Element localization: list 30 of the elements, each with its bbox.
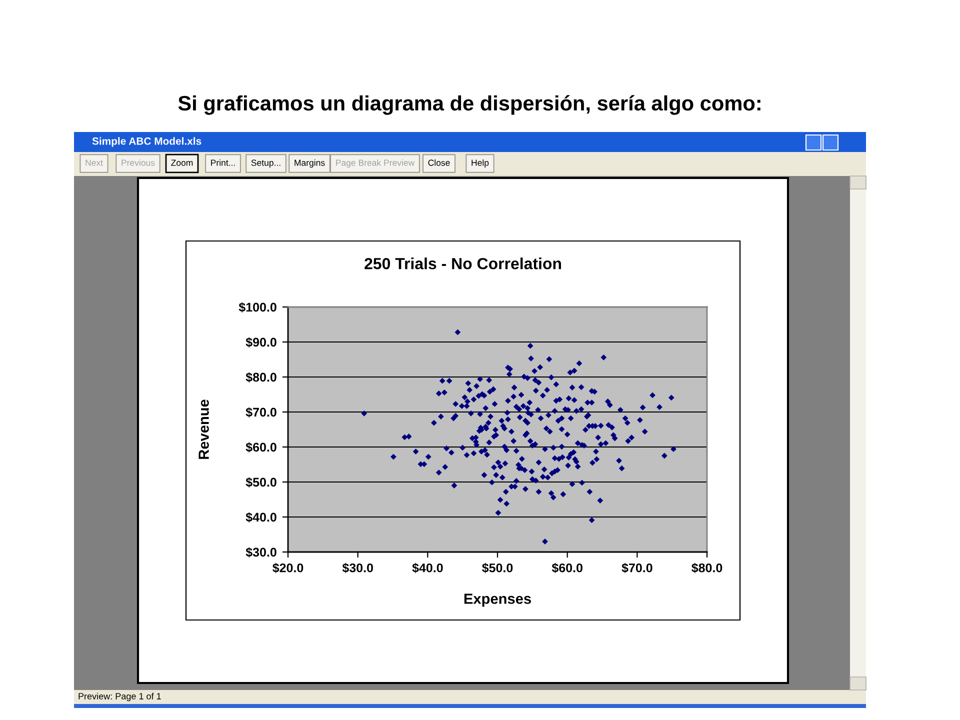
text: Print... — [211, 159, 235, 166]
x-tick-label: $80.0 — [692, 562, 722, 574]
chart-title: Si graficamos un diagrama de dispersión, sería algo como: — [178, 95, 760, 115]
x-axis-title: Expenses — [464, 594, 531, 607]
text: Next — [86, 160, 103, 166]
x-tick-label: $30.0 — [342, 562, 373, 574]
text: Zoom — [171, 160, 193, 166]
x-tick-label: $50.0 — [482, 562, 513, 574]
text: Previous — [122, 159, 155, 166]
x-tick-label: $70.0 — [622, 562, 652, 574]
y-axis-title: Revenue — [198, 400, 209, 459]
text: Close — [428, 159, 450, 166]
x-tick-label: $40.0 — [412, 562, 443, 574]
y-tick-label: $50.0 — [246, 477, 276, 488]
text: Help — [472, 159, 489, 168]
y-tick-label: $80.0 — [246, 372, 276, 382]
text: Margins — [294, 159, 325, 168]
y-tick-label: $30.0 — [246, 547, 276, 558]
text: Page Break Preview — [336, 159, 415, 168]
y-tick-label: $100.0 — [238, 302, 276, 312]
text: Setup... — [251, 160, 280, 168]
y-tick-label: $70.0 — [246, 407, 276, 418]
x-tick-label: $60.0 — [552, 562, 582, 574]
y-tick-label: $90.0 — [246, 337, 276, 348]
chart-subtitle: 250 Trials - No Correlation — [364, 258, 561, 270]
text: Preview: Page 1 of 1 — [78, 692, 161, 702]
y-tick-label: $40.0 — [246, 512, 276, 522]
y-tick-label: $60.0 — [246, 442, 276, 452]
text: Simple ABC Model.xls — [92, 137, 202, 147]
x-tick-label: $20.0 — [272, 562, 304, 574]
